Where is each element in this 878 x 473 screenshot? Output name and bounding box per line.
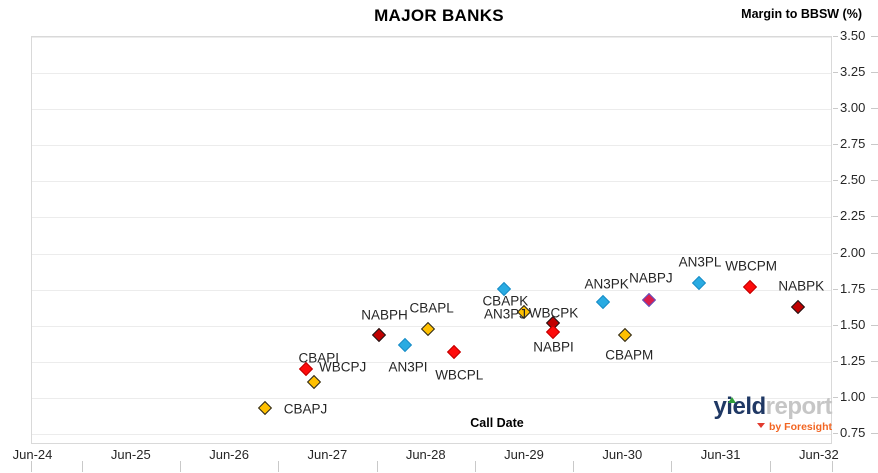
gridline: [32, 217, 831, 219]
point-label-cbapi: CBAPI: [298, 350, 340, 366]
gridline: [32, 361, 831, 363]
y-axis-tick: [833, 396, 838, 398]
y-axis-tick-outer: [871, 288, 878, 290]
y-axis-tick-outer: [871, 180, 878, 182]
y-axis-tick: [833, 324, 838, 326]
y-axis-title: Margin to BBSW (%): [741, 7, 862, 21]
point-label-cbapj: CBAPJ: [283, 401, 328, 417]
y-axis-tick: [833, 36, 838, 37]
point-label-cbapk: CBAPK: [482, 293, 529, 309]
point-label-an3pl: AN3PL: [678, 254, 722, 270]
point-label-nabpk: NABPK: [778, 278, 825, 294]
y-axis-tick-outer: [871, 252, 878, 254]
x-tick-label: Jun-26: [209, 447, 249, 462]
point-label-an3pi: AN3PI: [388, 359, 428, 375]
point-label-an3pk: AN3PK: [584, 276, 629, 292]
gridline: [32, 433, 831, 435]
logo-report-text: report: [765, 393, 833, 420]
logo-byline-text: by Foresight: [768, 421, 832, 433]
y-axis-tick-outer: [871, 360, 878, 362]
point-label-nabpj: NABPJ: [629, 270, 673, 286]
x-minor-tick: [180, 461, 181, 472]
y-tick-label: 1.50: [840, 316, 866, 332]
y-axis-tick-outer: [871, 72, 878, 74]
y-tick-label: 3.25: [840, 64, 866, 80]
x-tick-label: Jun-28: [405, 447, 446, 462]
point-label-wbcpj: WBCPJ: [319, 359, 367, 375]
y-axis-tick-outer: [871, 324, 878, 326]
y-tick-label: 2.75: [840, 136, 866, 152]
y-tick-label: 3.50: [840, 28, 866, 43]
gridline: [32, 289, 831, 291]
gridline: [32, 145, 831, 147]
point-label-wbcpl: WBCPL: [435, 367, 484, 383]
y-axis-tick: [833, 72, 838, 74]
x-minor-tick: [770, 461, 771, 472]
x-tick-label: Jun-27: [307, 447, 348, 462]
y-tick-label: 1.75: [840, 280, 866, 296]
x-minor-tick: [278, 461, 279, 472]
x-minor-tick: [82, 461, 83, 472]
y-axis-tick: [833, 108, 838, 110]
y-axis-tick: [833, 432, 838, 434]
point-label-cbapl: CBAPL: [409, 300, 454, 316]
gridline: [32, 73, 831, 75]
y-tick-label: 2.50: [840, 172, 866, 188]
y-axis-tick-outer: [871, 216, 878, 218]
x-minor-tick: [475, 461, 476, 472]
y-axis-tick-outer: [871, 36, 878, 37]
y-axis-tick: [833, 252, 838, 254]
y-tick-label: 1.00: [840, 388, 866, 404]
x-minor-tick: [377, 461, 378, 472]
y-axis-tick-outer: [871, 144, 878, 146]
y-tick-label: 0.75: [840, 424, 866, 440]
y-axis-tick: [833, 180, 838, 182]
y-axis-tick-outer: [871, 396, 878, 398]
chart-title: MAJOR BANKS: [374, 6, 504, 25]
y-axis-tick: [833, 360, 838, 362]
gridline: [32, 253, 831, 255]
x-minor-tick: [671, 461, 672, 472]
x-minor-tick: [31, 461, 32, 472]
x-tick-label: Jun-31: [700, 447, 741, 462]
x-tick-label: Jun-25: [110, 447, 151, 462]
x-tick-label: Jun-29: [504, 447, 544, 462]
logo-green-triangle-icon: [728, 397, 737, 403]
gridline: [32, 109, 831, 111]
y-tick-label: 1.25: [840, 352, 866, 368]
point-label-an3pj: AN3PJ: [483, 306, 527, 322]
gridline: [32, 181, 831, 183]
logo-yield-text: yield: [713, 393, 766, 420]
logo-byline: by Foresight: [713, 421, 832, 433]
y-axis-tick: [833, 216, 838, 218]
y-axis-tick-outer: [871, 108, 878, 110]
point-label-cbapm: CBAPM: [605, 347, 654, 363]
y-tick-label: 3.00: [840, 100, 866, 116]
y-axis-tick-outer: [871, 432, 878, 434]
y-axis-tick: [833, 288, 838, 290]
y-tick-label: 2.00: [840, 244, 866, 260]
yieldreport-logo: yield report by Foresight: [713, 393, 833, 434]
point-label-nabpi: NABPI: [533, 339, 574, 355]
x-tick-label: Jun-24: [12, 447, 53, 462]
x-axis-title: Call Date: [470, 416, 524, 430]
logo-red-triangle-icon: [756, 423, 765, 428]
gridline: [32, 397, 831, 399]
gridline: [32, 37, 831, 38]
x-minor-tick: [832, 461, 833, 472]
point-label-nabph: NABPH: [361, 307, 408, 323]
point-label-wbcpm: WBCPM: [725, 258, 777, 274]
x-minor-tick: [573, 461, 574, 472]
y-axis-tick: [833, 144, 838, 146]
plot-area: [31, 36, 832, 444]
x-tick-label: Jun-30: [602, 447, 643, 462]
x-tick-label: Jun-32: [799, 447, 839, 462]
y-tick-label: 2.25: [840, 208, 866, 224]
point-label-wbcpk: WBCPK: [528, 305, 579, 321]
